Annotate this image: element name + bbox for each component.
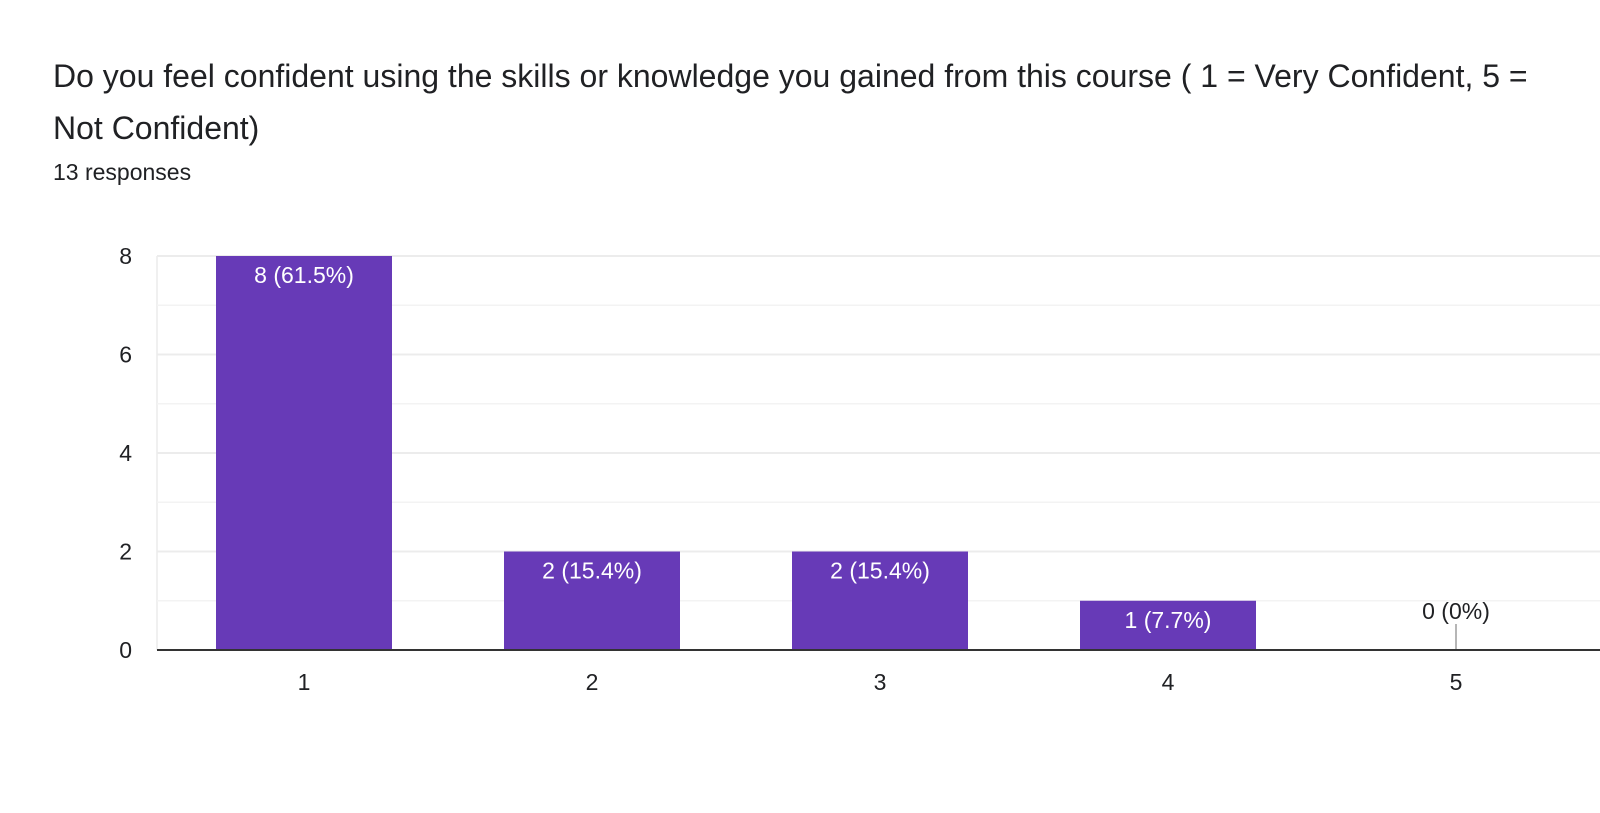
bar-data-label: 8 (61.5%)	[254, 262, 354, 288]
y-tick-label: 2	[119, 539, 132, 565]
bars	[216, 256, 1457, 650]
bar-data-label: 2 (15.4%)	[830, 558, 930, 584]
x-tick-label: 3	[874, 669, 887, 695]
gridlines	[156, 255, 1600, 650]
x-tick-label: 4	[1162, 669, 1175, 695]
bar-1	[216, 256, 392, 650]
y-tick-label: 0	[119, 637, 132, 663]
y-tick-label: 4	[119, 440, 132, 466]
bar-4	[1080, 600, 1256, 650]
question-title: Do you feel confident using the skills o…	[53, 58, 1528, 146]
bar-3	[792, 551, 968, 650]
response-count: 13 responses	[53, 159, 192, 185]
bar-data-label: 2 (15.4%)	[542, 558, 642, 584]
x-tick-label: 2	[586, 669, 599, 695]
x-tick-label: 1	[298, 669, 311, 695]
x-axis-ticks: 1 2 3 4 5	[298, 669, 1463, 695]
x-tick-label: 5	[1450, 669, 1463, 695]
bar-data-label: 0 (0%)	[1422, 598, 1490, 624]
y-tick-label: 8	[119, 243, 132, 269]
y-axis-ticks: 0 2 4 6 8	[119, 243, 132, 663]
bar-2	[504, 551, 680, 650]
y-tick-label: 6	[119, 342, 132, 368]
bar-data-label: 1 (7.7%)	[1125, 607, 1212, 633]
bar-data-labels: 8 (61.5%) 2 (15.4%) 2 (15.4%) 1 (7.7%) 0 (0%…	[254, 262, 1490, 633]
